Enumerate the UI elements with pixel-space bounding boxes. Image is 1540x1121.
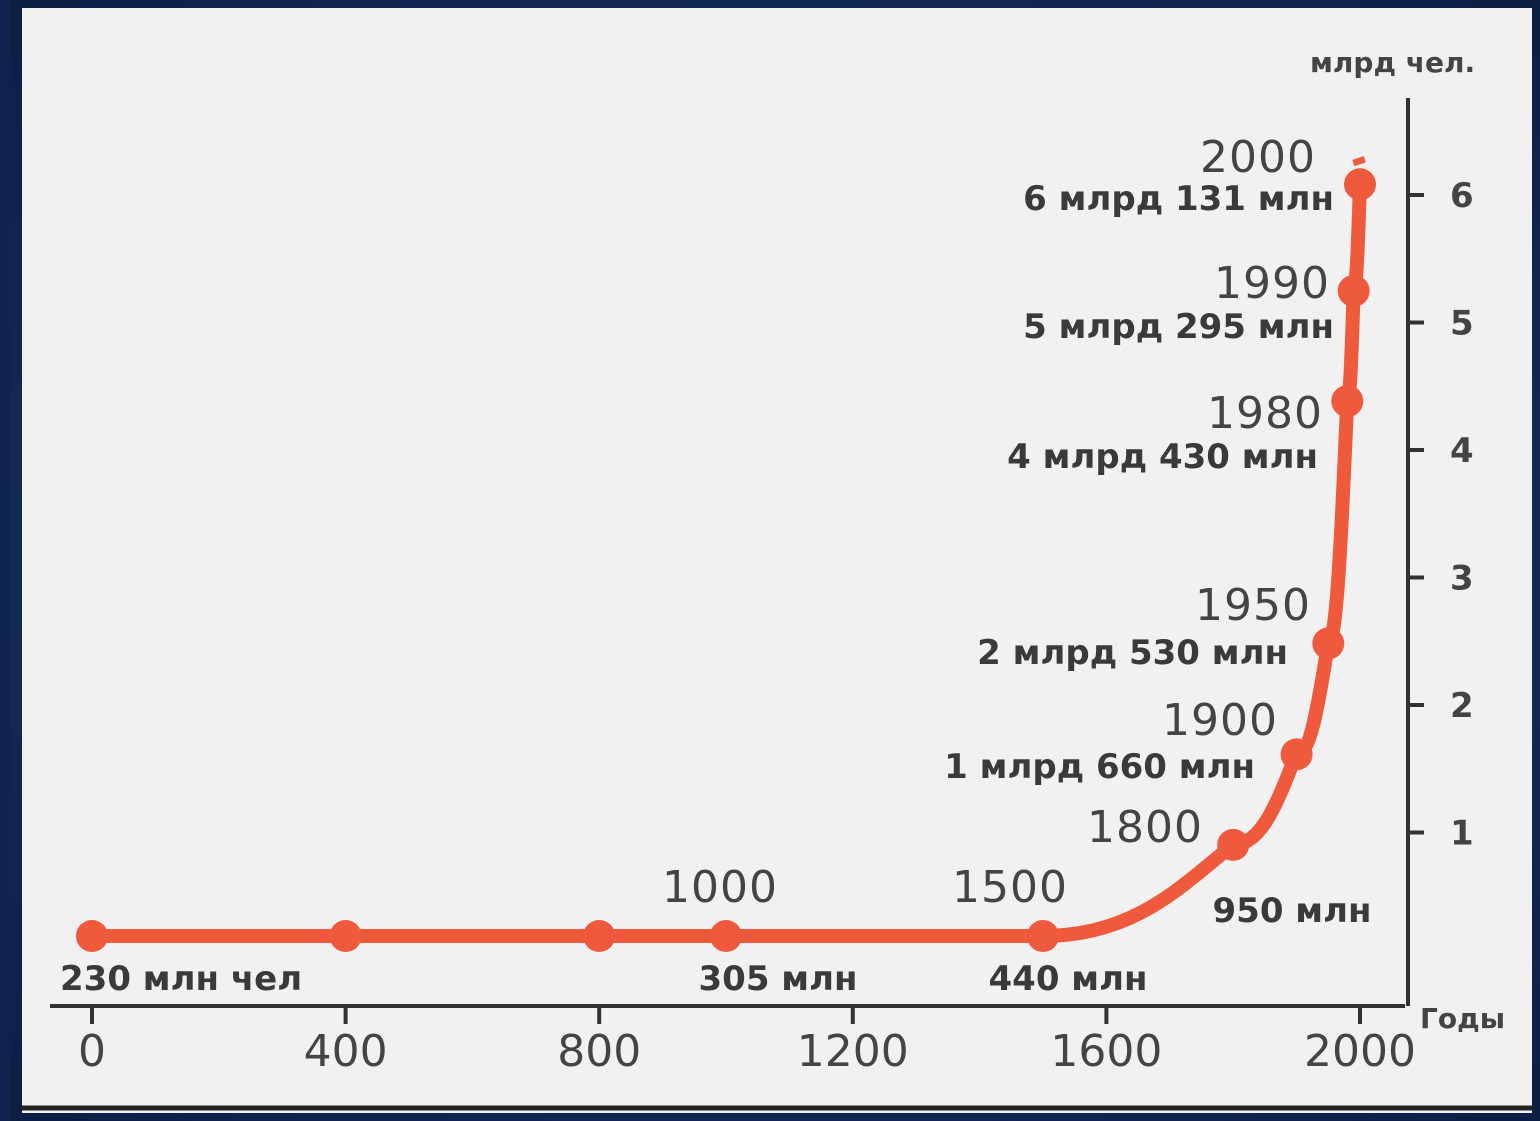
value-label: 2 млрд 530 млн: [977, 633, 1288, 673]
slide-background: млрд чел. Годы 0 400 800 1200 1600 2000 1 2 3 4 5…: [10, 0, 1540, 1121]
population-chart: млрд чел. Годы 0 400 800 1200 1600 2000 1 2 3 4 5…: [22, 8, 1532, 1113]
x-tick-label: 1200: [797, 1026, 909, 1077]
y-tick-label: 4: [1450, 431, 1474, 471]
value-label: 305 млн: [699, 959, 858, 999]
value-label: 5 млрд 295 млн: [1023, 307, 1334, 347]
y-tick-label: 6: [1450, 176, 1474, 216]
data-point: [1217, 828, 1250, 861]
year-label: 1900: [1162, 695, 1278, 746]
value-label: 440 млн: [989, 959, 1148, 999]
data-point: [1312, 627, 1345, 660]
value-label: 4 млрд 430 млн: [1007, 437, 1318, 477]
data-point: [1344, 168, 1376, 201]
y-tick-label: 5: [1450, 304, 1474, 344]
year-label: 1800: [1087, 802, 1203, 853]
value-label: 1 млрд 660 млн: [944, 747, 1255, 787]
data-point: [329, 920, 362, 952]
data-point: [1280, 738, 1313, 771]
x-tick-label: 1600: [1050, 1026, 1162, 1077]
data-point: [710, 920, 742, 952]
x-axis-title: Годы: [1420, 1002, 1505, 1035]
value-label: 6 млрд 131 млн: [1023, 179, 1334, 219]
year-label: 2000: [1200, 132, 1316, 183]
year-label: 1950: [1195, 580, 1311, 631]
y-axis-title: млрд чел.: [1310, 46, 1475, 79]
y-ticks: 1 2 3 4 5 6: [1408, 176, 1474, 854]
series-layer: [76, 156, 1376, 952]
x-tick-label: 0: [78, 1026, 106, 1077]
year-label: 1980: [1207, 388, 1323, 439]
data-point: [1337, 274, 1370, 307]
axes: млрд чел. Годы: [50, 46, 1505, 1035]
chart-paper: [22, 8, 1532, 1113]
y-tick-label: 1: [1450, 814, 1474, 854]
data-point: [76, 920, 108, 952]
x-tick-label: 800: [557, 1026, 641, 1077]
value-label: 950 млн: [1213, 891, 1372, 931]
data-point: [583, 920, 616, 952]
data-point: [1027, 920, 1059, 952]
data-point: [1331, 385, 1364, 418]
projection-dashes: [1352, 156, 1366, 167]
labels-layer: 230 млн чел 1000 305 млн 1500 440 млн 1800950…: [60, 132, 1372, 999]
x-ticks: 0 400 800 1200 1600 2000: [78, 1006, 1416, 1077]
year-label: 1000: [662, 862, 778, 913]
y-tick-label: 2: [1450, 686, 1474, 726]
x-tick-label: 400: [304, 1026, 388, 1077]
x-tick-label: 2000: [1304, 1026, 1416, 1077]
value-label: 230 млн чел: [60, 959, 302, 999]
y-tick-label: 3: [1450, 559, 1474, 599]
year-label: 1500: [952, 862, 1068, 913]
year-label: 1990: [1214, 258, 1330, 309]
